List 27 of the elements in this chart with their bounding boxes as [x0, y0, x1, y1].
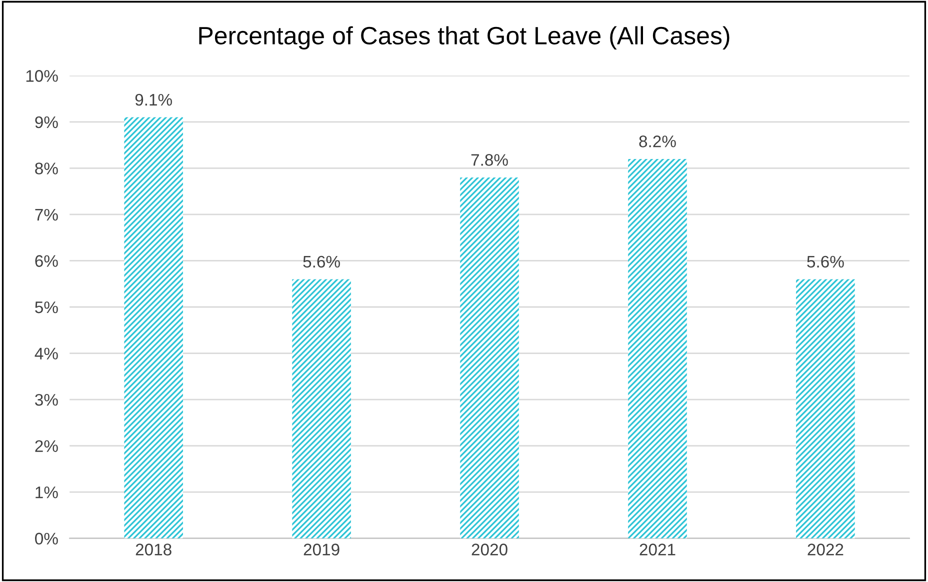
bar [628, 158, 687, 538]
y-tick-label: 4% [34, 348, 58, 360]
y-tick-label: 7% [35, 208, 58, 221]
bar [124, 117, 183, 538]
x-tick-label: 2020 [472, 544, 508, 556]
data-label: 5.6% [807, 256, 844, 268]
bar [796, 279, 855, 538]
y-tick-label: 2% [35, 440, 58, 452]
x-tick-label: 2018 [136, 544, 172, 556]
data-label: 8.2% [639, 136, 676, 148]
y-tick-label: 10% [26, 70, 58, 82]
y-tick-label: 8% [35, 162, 58, 174]
y-tick-label: 3% [35, 394, 58, 406]
y-tick-label: 1% [36, 486, 58, 498]
data-label: 9.1% [135, 94, 172, 106]
x-tick-label: 2021 [640, 544, 676, 556]
data-label: 7.8% [471, 154, 508, 166]
bar [292, 279, 351, 538]
y-tick-label: 6% [35, 255, 58, 267]
data-label: 5.6% [303, 256, 340, 268]
x-tick-label: 2019 [304, 544, 340, 556]
y-tick-label: 9% [35, 116, 58, 128]
x-tick-label: 2022 [808, 544, 844, 556]
chart-title: Percentage of Cases that Got Leave (All Cases) [199, 26, 730, 50]
bar [460, 177, 519, 538]
y-tick-label: 5% [35, 301, 58, 314]
y-tick-label: 0% [35, 532, 58, 545]
